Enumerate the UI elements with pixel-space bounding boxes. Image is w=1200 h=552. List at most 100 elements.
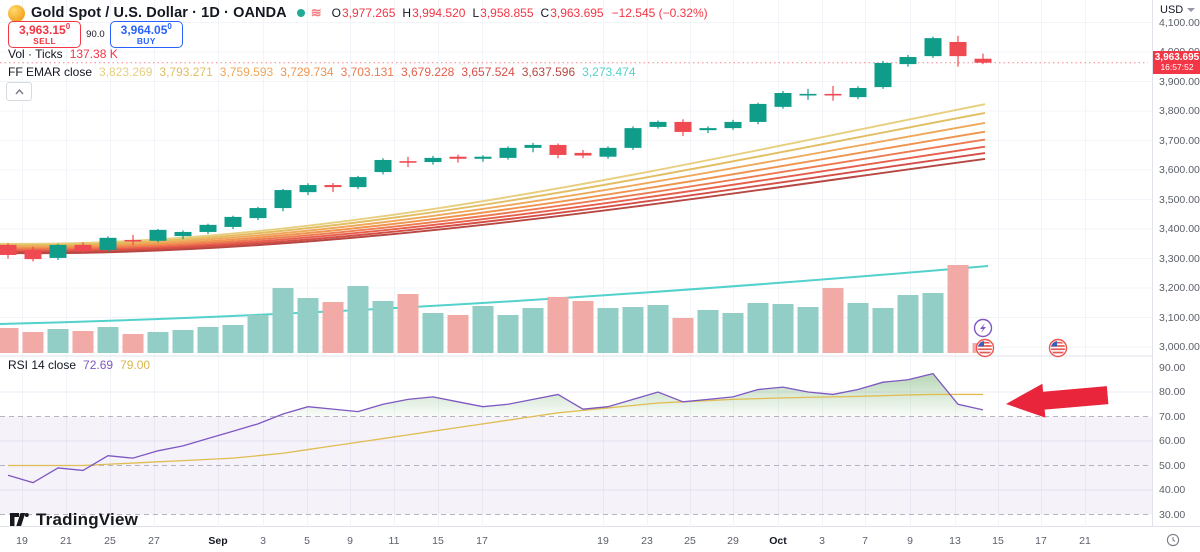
time-axis-label: 9 xyxy=(907,535,913,547)
volume-bars xyxy=(0,265,994,353)
sell-price: 3,963.15 xyxy=(19,23,66,37)
ohlc-values: O3,977.265 H3,994.520 L3,958.855 C3,963.695 xyxy=(332,6,604,20)
time-axis-label: 5 xyxy=(304,535,310,547)
time-axis-label: 29 xyxy=(727,535,739,547)
volume-legend-label: Vol · Ticks xyxy=(8,47,63,61)
tradingview-wordmark: TradingView xyxy=(36,510,139,529)
rsi-axis-label: 40.00 xyxy=(1159,484,1186,496)
time-axis[interactable]: 19 21 25 27 Sep 3 5 9 11 15 17 19 23 25 29 Oct 3 7 9 13 15 17… xyxy=(0,526,1200,552)
price-axis-label: 3,600.000 xyxy=(1159,164,1200,176)
time-axis-label: 23 xyxy=(641,535,653,547)
time-axis-label: 27 xyxy=(148,535,160,547)
price-axis-label: 3,100.000 xyxy=(1159,311,1200,324)
price-axis-label: 3,700.000 xyxy=(1159,134,1200,147)
slow-ema-line xyxy=(0,265,989,325)
sell-button[interactable]: 3,963.150 SELL xyxy=(8,21,82,48)
price-axis-label: 3,500.000 xyxy=(1159,193,1200,206)
rsi-legend: RSI 14 close 72.69 79.00 xyxy=(8,358,150,372)
annotation-arrow-left[interactable] xyxy=(1005,378,1110,421)
rsi-ma-legend-value: 79.00 xyxy=(120,358,151,372)
ohlc-item: H3,994.520 xyxy=(402,6,466,20)
emar-value: 3,759.593 xyxy=(219,65,274,79)
rsi-line xyxy=(7,372,984,484)
time-axis-label: 9 xyxy=(347,535,353,547)
order-widget: 3,963.150 SELL 90.0 3,964.050 BUY xyxy=(8,21,183,48)
time-axis-label: 21 xyxy=(1079,535,1091,547)
rsi-legend-label: RSI 14 close xyxy=(8,358,77,372)
event-us-flag-icon[interactable] xyxy=(1048,338,1068,358)
rsi-axis-label: 50.00 xyxy=(1159,459,1186,472)
time-axis-label: 11 xyxy=(388,535,400,547)
emar-legend: FF EMAR close 3,823.269 3,793.271 3,759.59… xyxy=(8,65,636,79)
buy-price: 3,964.05 xyxy=(120,23,168,37)
collapse-pane-button[interactable] xyxy=(6,82,32,101)
emar-value: 3,273.474 xyxy=(582,65,636,79)
event-us-flag-icon[interactable] xyxy=(975,338,995,358)
time-axis-label: 3 xyxy=(819,535,825,547)
time-axis-label: 25 xyxy=(104,535,116,547)
price-axis-label: 3,000.000 xyxy=(1159,341,1200,353)
event-flash-icon[interactable] xyxy=(973,318,993,338)
price-axis-label: 3,300.000 xyxy=(1159,252,1200,265)
candles xyxy=(0,35,992,262)
symbol-header: Gold Spot / U.S. Dollar · 1D · OANDA ≋ O… xyxy=(8,4,708,22)
rsi-axis-label: 70.00 xyxy=(1159,410,1186,423)
time-axis-label: 21 xyxy=(60,535,72,547)
ohlc-item: O3,977.265 xyxy=(331,6,396,20)
price-axis-label: 3,200.000 xyxy=(1159,282,1200,294)
time-axis-label: 15 xyxy=(992,535,1004,547)
rsi-legend-value: 72.69 xyxy=(83,358,114,372)
ohlc-item: C3,963.695 xyxy=(540,6,604,20)
currency-label: USD xyxy=(1160,4,1184,16)
bar-countdown: 16:57:52 xyxy=(1160,62,1194,73)
emar-value: 3,679.228 xyxy=(400,65,455,79)
buy-price-sup: 0 xyxy=(167,22,172,31)
emar-legend-label: FF EMAR close xyxy=(8,65,93,79)
price-change: −12.545 (−0.32%) xyxy=(611,6,708,20)
current-price-badge: 3,963.695 16:57:52 xyxy=(1153,50,1200,74)
buy-button[interactable]: 3,964.050 BUY xyxy=(109,21,183,48)
price-axis-label: 3,800.000 xyxy=(1159,105,1200,117)
emar-value: 3,703.131 xyxy=(340,65,394,79)
symbol-title[interactable]: Gold Spot / U.S. Dollar · 1D · OANDA xyxy=(31,5,287,21)
emar-value: 3,823.269 xyxy=(99,65,153,79)
emar-value: 3,729.734 xyxy=(280,65,334,79)
time-axis-label: 13 xyxy=(949,535,961,547)
price-axis-label: 4,100.000 xyxy=(1159,16,1200,29)
rsi-axis-label: 30.00 xyxy=(1159,508,1186,521)
rsi-axis-label: 80.00 xyxy=(1159,386,1186,398)
currency-dropdown[interactable]: USD xyxy=(1160,4,1196,16)
time-axis-label: 17 xyxy=(1035,535,1047,547)
time-axis-label: Sep xyxy=(208,535,228,547)
time-axis-label: 17 xyxy=(476,535,488,547)
chevron-up-icon xyxy=(14,88,24,94)
market-open-dot-icon xyxy=(296,9,305,17)
rsi-ma-line xyxy=(8,393,983,467)
volume-legend: Vol · Ticks 137.38 K xyxy=(8,47,118,61)
clock-icon[interactable] xyxy=(1166,533,1180,552)
time-axis-label: 3 xyxy=(260,535,266,547)
price-axis-label: 3,900.000 xyxy=(1159,75,1200,88)
price-axis[interactable]: USD 4,100.0004,000.0003,900.0003,800.000… xyxy=(1152,0,1200,552)
emar-legend-values: 3,823.269 3,793.271 3,759.593 3,729.734 3,70… xyxy=(99,65,636,79)
tradingview-logo[interactable]: TradingView xyxy=(10,510,138,530)
chevron-down-icon xyxy=(1187,8,1196,12)
emar-value: 3,637.596 xyxy=(521,65,576,79)
time-axis-label: 7 xyxy=(862,535,868,547)
rsi-axis-label: 90.00 xyxy=(1159,361,1186,374)
tradingview-mark-icon xyxy=(10,513,29,526)
time-axis-label: 19 xyxy=(597,535,609,547)
gold-symbol-icon xyxy=(8,4,25,22)
rsi-overbought-fill xyxy=(276,373,983,417)
sell-label: SELL xyxy=(33,35,57,46)
time-axis-label: Oct xyxy=(769,535,787,547)
price-axis-label: 3,400.000 xyxy=(1159,223,1200,235)
emar-value: 3,793.271 xyxy=(159,65,213,79)
buy-label: BUY xyxy=(136,35,156,46)
current-price-value: 3,963.695 xyxy=(1154,51,1200,63)
time-axis-label: 25 xyxy=(684,535,696,547)
volume-legend-value: 137.38 K xyxy=(69,47,118,61)
sell-price-sup: 0 xyxy=(65,22,71,31)
